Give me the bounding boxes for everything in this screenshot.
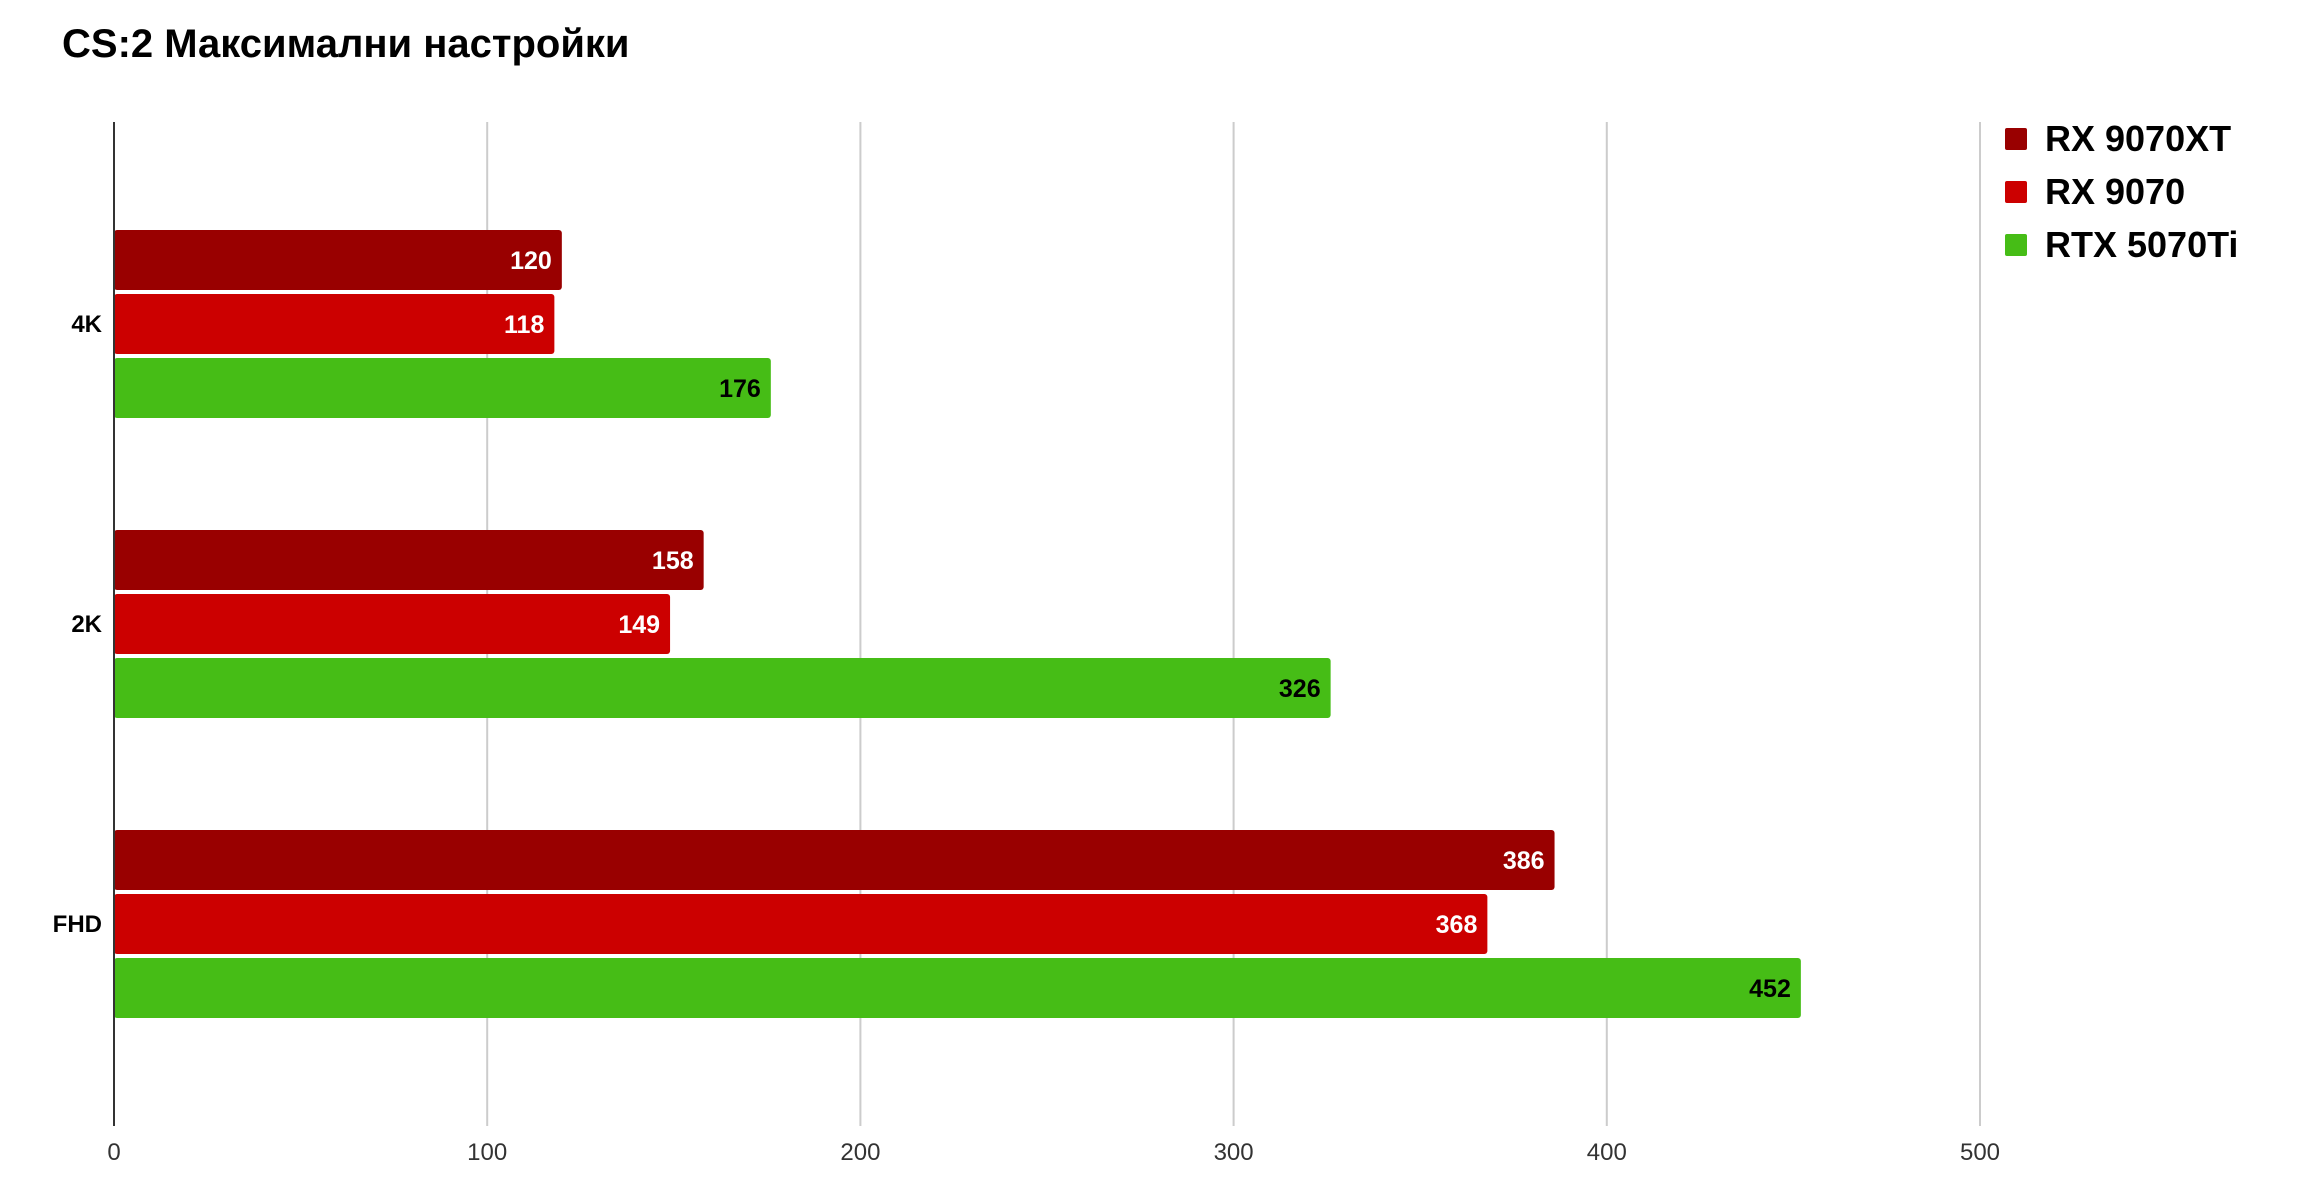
legend-item: RX 9070XT	[2005, 112, 2238, 165]
bar	[114, 358, 771, 418]
bar-value-label: 118	[504, 311, 544, 339]
axes: 0 100 200 300 400 500 4K 2K FHD	[53, 122, 2000, 1166]
x-tick-label: 500	[1960, 1139, 2000, 1166]
bar	[114, 594, 671, 654]
x-tick-label: 300	[1214, 1139, 1254, 1166]
legend-label: RX 9070	[2045, 170, 2186, 212]
legend-swatch	[2005, 127, 2027, 150]
bar-value-label: 158	[652, 547, 694, 575]
legend-item: RX 9070	[2005, 165, 2238, 218]
bar	[114, 230, 562, 290]
legend-swatch	[2005, 233, 2027, 256]
bar	[114, 958, 1801, 1018]
x-tick-label: 400	[1587, 1139, 1627, 1166]
bar-value-label: 326	[1279, 675, 1321, 703]
chart-title: CS:2 Максимални настройки	[62, 22, 630, 66]
legend-label: RX 9070XT	[2045, 117, 2232, 159]
bar-value-label: 120	[510, 247, 552, 275]
legend: RX 9070XT RX 9070 RTX 5070Ti	[2005, 112, 2238, 271]
x-tick-label: 200	[840, 1139, 880, 1166]
bar	[114, 830, 1555, 890]
bar-value-label: 368	[1436, 911, 1478, 939]
x-tick-label: 0	[107, 1139, 120, 1166]
bar-value-label: 386	[1503, 847, 1545, 875]
bar	[114, 294, 555, 354]
bar	[114, 894, 1488, 954]
legend-label: RTX 5070Ti	[2045, 223, 2239, 265]
x-tick-label: 100	[467, 1139, 507, 1166]
data-labels: 120 118 176 158 149 326 386 368 452	[504, 247, 1791, 1003]
category-label: 2K	[71, 611, 102, 638]
category-label: 4K	[71, 311, 102, 338]
bar	[114, 530, 704, 590]
bar-value-label: 176	[719, 375, 761, 403]
bar-value-label: 452	[1749, 975, 1791, 1003]
legend-swatch	[2005, 180, 2027, 203]
category-label: FHD	[53, 911, 102, 938]
bar-value-label: 149	[618, 611, 660, 639]
bar	[114, 658, 1331, 718]
bars	[114, 230, 1801, 1018]
legend-item: RTX 5070Ti	[2005, 218, 2238, 271]
